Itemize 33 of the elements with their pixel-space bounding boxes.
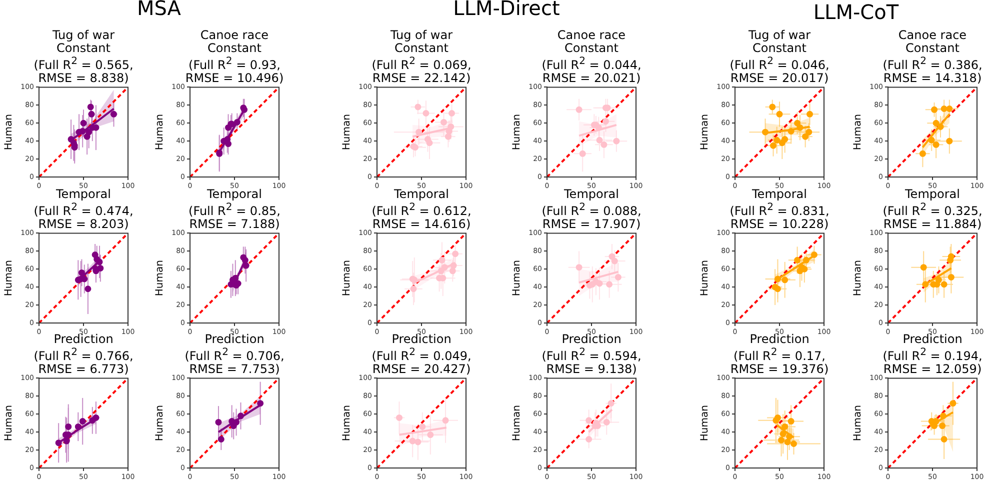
y-axis-title: Human: [700, 260, 711, 296]
text: LLM-CoT: [812, 0, 900, 24]
chart-title: Canoe race Constant (Full R$^{2}$ = 0.93, RMSE = 10.496): [184, 28, 285, 85]
y-axis-title: Human: [342, 114, 353, 150]
y-axis-title: Human: [512, 114, 523, 150]
chart-title: Temporal (Full R$^{2}$ = 0.325, RMSE = 11.884): [882, 187, 982, 231]
chart-title: Temporal (Full R$^{2}$ = 0.831, RMSE = 10.228): [730, 187, 830, 231]
y-axis-title: Human: [852, 260, 864, 296]
y-axis-title: Human: [852, 114, 864, 150]
y-axis-title: Human: [154, 260, 166, 296]
y-axis-title: Human: [4, 260, 15, 296]
text: LLM-Direct: [452, 0, 561, 20]
y-axis-title: Human: [154, 114, 166, 150]
chart-title: Temporal (Full R$^{2}$ = 0.612, RMSE = 14.616): [372, 187, 472, 231]
y-axis-title: Human: [4, 405, 15, 442]
y-axis-title: Human: [342, 405, 353, 442]
chart-title: Temporal (Full R$^{2}$ = 0.088, RMSE = 17.907): [542, 187, 642, 231]
y-axis-title: Human: [512, 260, 523, 296]
y-axis-title: Human: [4, 114, 15, 150]
chart-title: Temporal (Full R$^{2}$ = 0.85, RMSE = 7.188): [188, 187, 280, 231]
y-axis-title: Human: [154, 405, 166, 442]
y-axis-title: Human: [512, 405, 523, 442]
chart-title: Tug of war Constant (Full R$^{2}$ = 0.565, RMSE = 8.838): [34, 28, 134, 85]
chart-title: Temporal (Full R$^{2}$ = 0.474, RMSE = 8.203): [34, 187, 134, 231]
text: MSA: [136, 0, 182, 20]
y-axis-title: Human: [852, 405, 864, 442]
y-axis-title: Human: [700, 405, 711, 442]
chart-title: Tug of war Constant (Full R$^{2}$ = 0.069, RMSE = 22.142): [372, 28, 472, 85]
y-axis-title: Human: [342, 260, 353, 296]
y-axis-title: Human: [700, 114, 711, 150]
chart-title: Tug of war Constant (Full R$^{2}$ = 0.046, RMSE = 20.017): [730, 28, 830, 85]
chart-title: Canoe race Constant (Full R$^{2}$ = 0.386, RMSE = 14.318): [882, 28, 984, 85]
chart-title: Canoe race Constant (Full R$^{2}$ = 0.044, RMSE = 20.021): [542, 28, 642, 85]
